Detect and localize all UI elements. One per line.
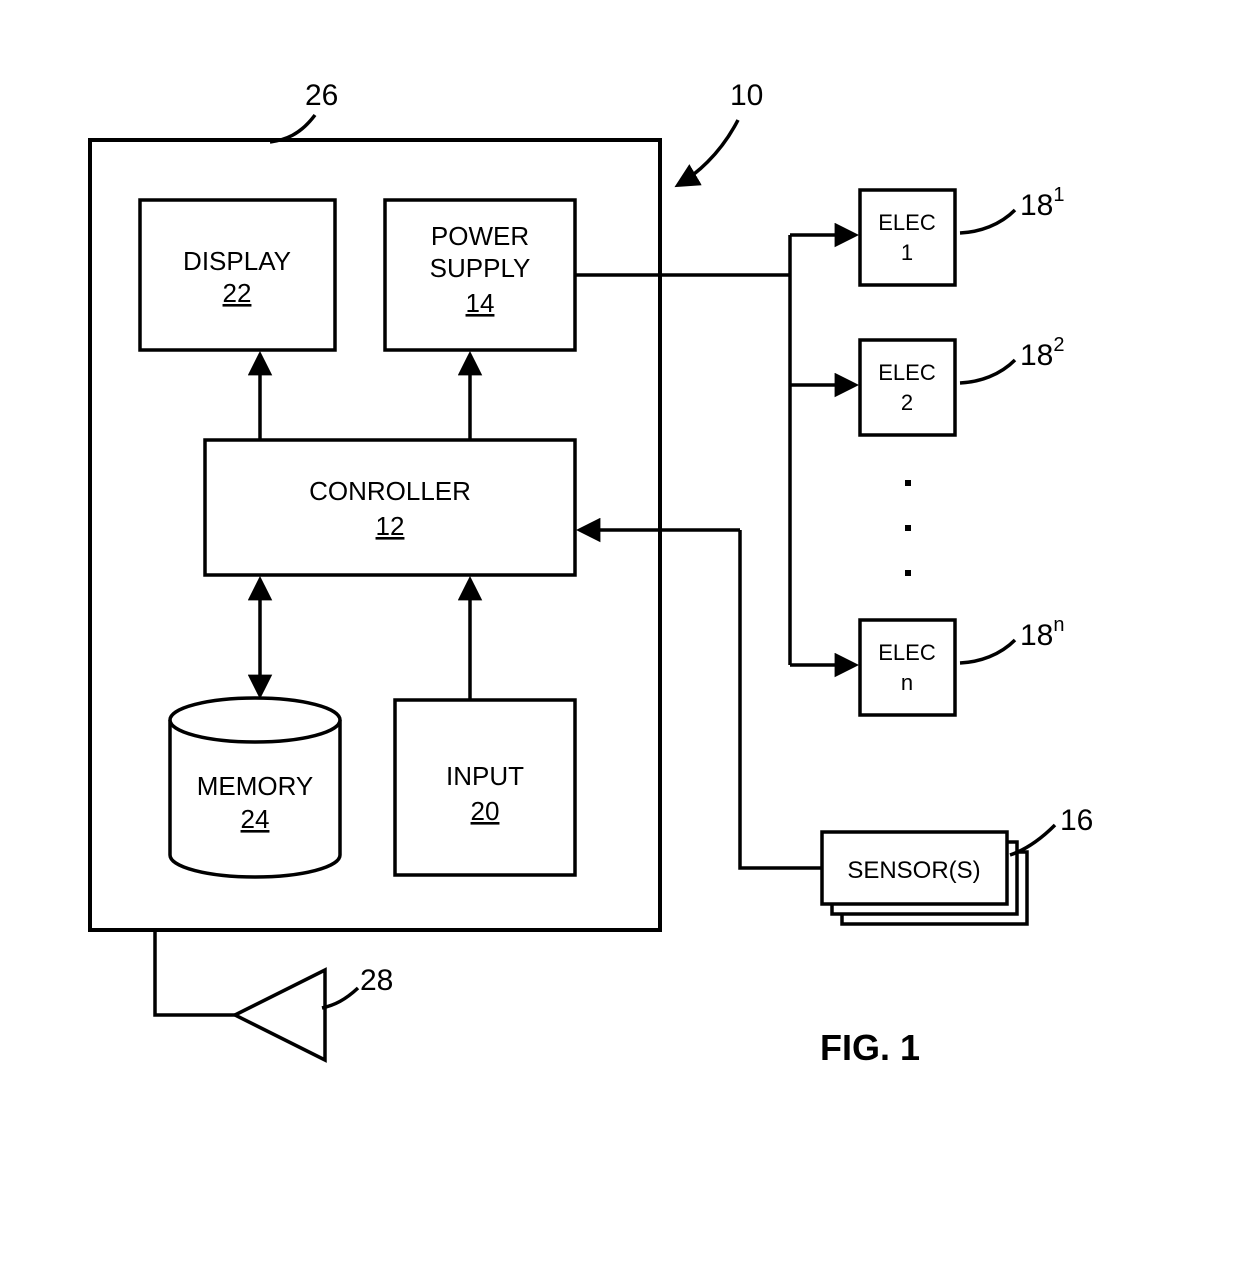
ref-10-leader <box>678 120 738 185</box>
elec1-box <box>860 190 955 285</box>
figure-caption: FIG. 1 <box>820 1027 920 1068</box>
controller-label: CONROLLER <box>309 476 471 506</box>
dot <box>905 480 911 486</box>
elec2-label-1: ELEC <box>878 360 936 385</box>
elec2-label-2: 2 <box>901 390 913 415</box>
ref-18-1: 181 <box>1020 184 1065 222</box>
dot <box>905 525 911 531</box>
power-supply-num: 14 <box>466 288 495 318</box>
controller-box <box>205 440 575 575</box>
ref-10: 10 <box>730 79 763 112</box>
memory-label: MEMORY <box>197 771 314 801</box>
dot <box>905 570 911 576</box>
antenna-lead <box>155 930 235 1015</box>
ref-18-2-leader <box>960 360 1015 383</box>
power-supply-label-2: SUPPLY <box>430 253 531 283</box>
elec2-box <box>860 340 955 435</box>
sensor-to-controller <box>740 530 822 868</box>
display-label: DISPLAY <box>183 246 291 276</box>
power-to-electrodes <box>575 235 855 665</box>
ref-28-leader <box>322 988 358 1008</box>
ref-18-1-leader <box>960 210 1015 233</box>
ref-18-n: 18n <box>1020 614 1065 652</box>
elec1-label-2: 1 <box>901 240 913 265</box>
antenna-icon <box>235 970 325 1060</box>
ref-26: 26 <box>305 79 338 112</box>
ref-18-2: 182 <box>1020 334 1065 372</box>
power-supply-label-1: POWER <box>431 221 529 251</box>
sensor-label: SENSOR(S) <box>847 857 980 884</box>
input-num: 20 <box>471 796 500 826</box>
elecn-box <box>860 620 955 715</box>
controller-num: 12 <box>376 511 405 541</box>
elecn-label-1: ELEC <box>878 640 936 665</box>
figure-1: DISPLAY 22 POWER SUPPLY 14 CONROLLER 12 … <box>0 0 1240 1270</box>
ref-26-leader <box>270 115 315 142</box>
input-label: INPUT <box>446 761 524 791</box>
ref-18-n-leader <box>960 640 1015 663</box>
ref-16: 16 <box>1060 804 1093 837</box>
ref-28: 28 <box>360 964 393 997</box>
elec1-label-1: ELEC <box>878 210 936 235</box>
display-num: 22 <box>223 278 252 308</box>
memory-num: 24 <box>241 804 270 834</box>
elecn-label-2: n <box>901 670 913 695</box>
